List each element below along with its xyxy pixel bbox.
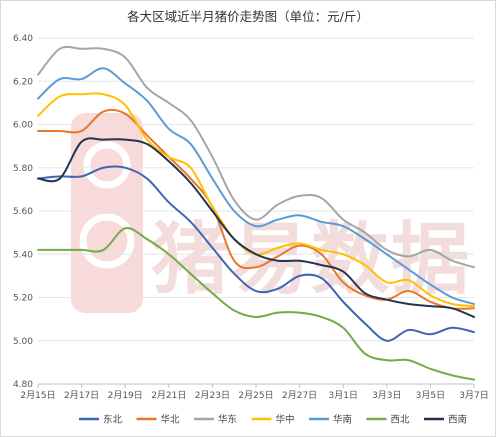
y-tick-label: 5.00: [13, 337, 33, 347]
legend-label: 西南: [448, 414, 467, 426]
x-tick-label: 2月21日: [151, 390, 186, 401]
x-tick-label: 2月15日: [20, 390, 55, 401]
x-tick-label: 3月3日: [372, 390, 401, 401]
watermark-logo-block: [71, 113, 143, 313]
y-tick-label: 5.60: [13, 207, 33, 217]
x-tick-label: 2月23日: [195, 390, 230, 401]
legend-label: 西北: [391, 415, 411, 426]
y-tick-label: 6.20: [13, 77, 33, 87]
series-line-7: [37, 137, 475, 318]
watermark-logo-ring-top: [83, 141, 131, 189]
series-line-5: [37, 67, 475, 305]
watermark-text: 猪易数据: [151, 215, 471, 305]
legend: 东北 华北 华东 华中 华南 西北 西南: [79, 414, 467, 426]
watermark: 猪易数据: [71, 113, 471, 313]
tick-layer: 4.80 5.00 5.20 5.40 5.60 5.80 6.00 6.20 6.40 2月15…: [13, 34, 489, 401]
series-line-2: [37, 108, 475, 310]
y-tick-label: 5.80: [13, 164, 33, 174]
x-tick-label: 3月5日: [416, 390, 445, 401]
y-tick-label: 4.80: [13, 380, 33, 390]
series-line-6: [37, 227, 475, 381]
legend-label: 华北: [161, 414, 181, 426]
y-tick-label: 6.00: [13, 121, 33, 131]
y-tick-label: 5.40: [13, 250, 33, 260]
x-tick-label: 3月7日: [459, 390, 488, 401]
x-tick-label: 2月27日: [282, 390, 317, 401]
x-tick-label: 2月25日: [238, 390, 273, 401]
legend-label: 华南: [333, 414, 352, 426]
x-tick-label: 3月1日: [328, 390, 357, 401]
grid-layer: [38, 37, 474, 385]
legend-label: 华中: [276, 414, 295, 426]
y-tick-label: 6.40: [13, 34, 33, 44]
legend-label: 东北: [103, 414, 123, 426]
y-tick-label: 5.20: [13, 294, 33, 304]
x-tick-label: 2月17日: [64, 390, 99, 401]
watermark-logo-ring-bottom: [79, 213, 135, 269]
legend-label: 华东: [218, 414, 237, 426]
series-layer: [37, 45, 475, 381]
chart-title: 各大区域近半月猪价走势图（单位：元/斤）: [127, 9, 369, 24]
x-tick-label: 2月19日: [108, 390, 143, 401]
series-line-1: [37, 165, 475, 342]
series-line-3: [37, 45, 475, 269]
